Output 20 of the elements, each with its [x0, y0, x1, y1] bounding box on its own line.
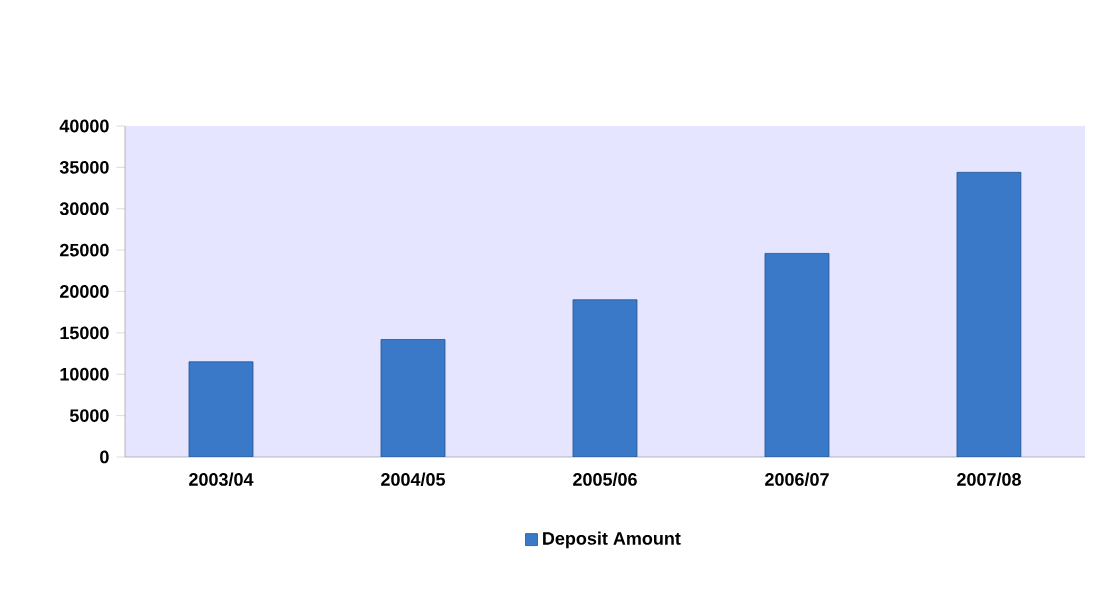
y-tick-label: 25000	[59, 243, 109, 257]
bar	[956, 171, 1022, 457]
y-tick-label: 10000	[60, 367, 109, 381]
y-tick-label: 0	[100, 450, 109, 464]
x-tick-label: 2007/08	[957, 472, 1021, 486]
bar	[764, 253, 830, 457]
bar	[380, 339, 446, 457]
x-tick-label: 2004/05	[381, 472, 446, 486]
bar	[188, 361, 254, 457]
legend-label: Deposit Amount	[543, 531, 681, 549]
x-tick-label: 2003/04	[189, 472, 254, 486]
x-tick-label: 2005/06	[573, 472, 637, 486]
x-tick-label: 2006/07	[765, 472, 829, 486]
y-tick-label: 5000	[69, 409, 109, 422]
y-tick-label: 20000	[59, 285, 109, 298]
y-tick-label: 15000	[60, 326, 109, 340]
y-tick-label: 30000	[59, 202, 109, 216]
y-tick-label: 40000	[59, 119, 109, 133]
y-tick-label: 35000	[59, 160, 109, 174]
bar	[572, 299, 638, 457]
